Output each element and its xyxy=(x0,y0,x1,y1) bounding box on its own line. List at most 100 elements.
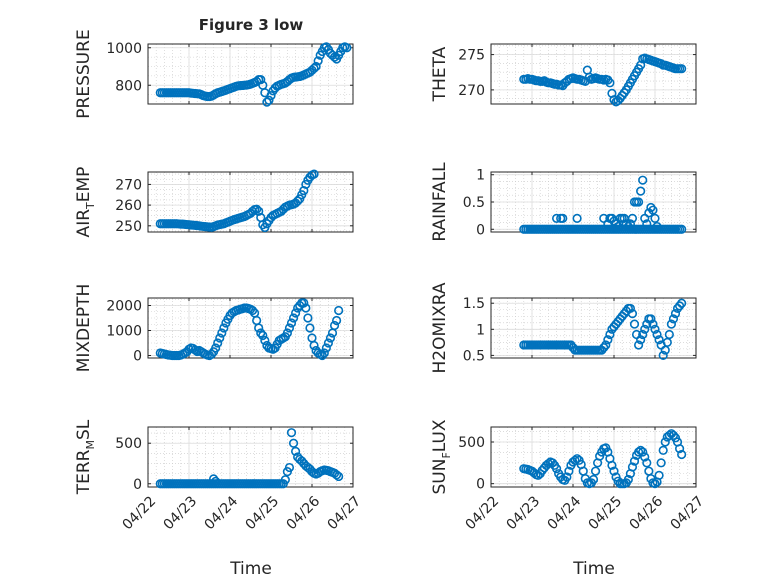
data-point xyxy=(629,456,640,466)
data-point xyxy=(211,343,221,353)
data-point xyxy=(319,348,329,358)
data-point xyxy=(334,471,344,482)
data-point xyxy=(211,476,221,486)
data-point xyxy=(652,221,662,232)
data-point xyxy=(640,452,650,462)
data-point xyxy=(623,474,633,485)
y-axis-label-subscript: M xyxy=(84,440,97,450)
data-point xyxy=(636,186,646,196)
subplot-mixdepth: 0 1000 2000 MIXDEPTH xyxy=(74,284,354,372)
data-point xyxy=(264,95,274,105)
data-point xyxy=(668,314,679,324)
data-point xyxy=(650,324,660,334)
data-point xyxy=(562,472,572,482)
data-point xyxy=(648,319,658,329)
y-axis-label-main: SUN xyxy=(430,459,450,495)
data-point xyxy=(625,303,636,314)
subplot-theta: 270 275 THETA xyxy=(430,43,697,107)
y-tick-label: 260 xyxy=(115,198,142,214)
data-point xyxy=(321,343,331,353)
plot-area xyxy=(148,427,353,487)
data-point xyxy=(309,340,319,351)
data-point xyxy=(633,340,644,350)
data-point xyxy=(301,303,311,313)
data-point xyxy=(633,197,644,207)
data-point xyxy=(266,90,276,101)
data-point xyxy=(613,221,623,232)
data-point xyxy=(646,314,656,324)
data-point xyxy=(633,447,644,457)
data-point xyxy=(584,72,595,82)
y-axis-label: RAINFALL xyxy=(430,162,450,242)
y-tick-label: 270 xyxy=(115,177,142,193)
data-point xyxy=(254,323,264,333)
data-point xyxy=(605,329,615,340)
y-tick-label: 1 xyxy=(476,322,485,338)
y-tick-label: 1000 xyxy=(106,41,142,57)
data-point xyxy=(288,438,299,448)
y-axis-label: PRESSURE xyxy=(74,29,94,118)
data-point xyxy=(666,319,677,329)
data-point xyxy=(677,64,687,74)
data-point xyxy=(636,335,646,345)
data-point xyxy=(262,97,272,107)
data-point xyxy=(650,213,660,223)
y-tick-label: 275 xyxy=(458,48,485,64)
data-point xyxy=(605,78,615,88)
data-point xyxy=(648,205,658,215)
data-point xyxy=(317,350,327,361)
data-point xyxy=(636,445,646,455)
y-tick-label: 1.5 xyxy=(463,296,485,312)
data-point xyxy=(309,169,319,179)
data-point xyxy=(642,219,652,229)
data-point xyxy=(658,350,668,360)
data-point xyxy=(284,462,295,473)
y-axis-label-main: TERR xyxy=(74,449,94,495)
y-tick-label: 0.5 xyxy=(463,195,485,211)
data-point xyxy=(293,196,303,206)
data-point xyxy=(570,455,580,465)
data-point xyxy=(558,213,568,223)
subplot-pressure: 800 1000 PRESSURE xyxy=(74,29,354,119)
data-point xyxy=(607,460,617,470)
data-point xyxy=(638,447,648,457)
y-axis-label: AIRTEMP xyxy=(74,167,97,238)
data-point xyxy=(299,186,309,196)
y-tick-label: 500 xyxy=(115,436,142,452)
data-point xyxy=(660,437,670,447)
data-point xyxy=(332,470,342,480)
data-point xyxy=(325,333,336,343)
axes-box xyxy=(490,43,697,105)
data-point xyxy=(313,56,323,66)
data-point xyxy=(638,329,648,340)
data-point xyxy=(601,340,611,350)
data-point xyxy=(260,335,270,346)
x-axis-label-left: Time xyxy=(229,559,272,579)
data-point xyxy=(609,466,619,476)
data-point xyxy=(590,466,601,476)
data-point xyxy=(677,298,687,308)
subplot-rainfall: 0 0.5 1 RAINFALL xyxy=(430,162,697,242)
data-point xyxy=(627,462,638,472)
data-point xyxy=(209,474,219,484)
data-point xyxy=(286,318,297,328)
x-axis-label-right: Time xyxy=(572,559,615,579)
axes-box xyxy=(147,43,354,105)
data-point xyxy=(668,430,679,440)
data-point xyxy=(629,319,640,329)
y-axis-label: H2OMIXRA xyxy=(430,282,450,373)
data-point xyxy=(247,305,258,316)
y-axis-label: SUNFLUX xyxy=(430,419,453,494)
data-point xyxy=(654,470,664,480)
data-point xyxy=(311,61,321,72)
data-point xyxy=(572,213,582,223)
data-point xyxy=(256,75,266,85)
axes-box xyxy=(490,297,697,359)
y-tick-label: 0 xyxy=(476,222,485,238)
data-point xyxy=(288,313,299,323)
data-point xyxy=(638,175,648,185)
y-tick-label: 800 xyxy=(115,78,142,94)
y-axis-label-tail: LUX xyxy=(430,419,450,452)
data-point xyxy=(280,475,290,485)
